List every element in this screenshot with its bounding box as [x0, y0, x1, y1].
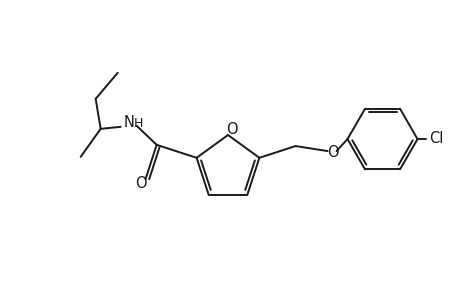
Text: H: H — [134, 117, 143, 130]
Text: Cl: Cl — [428, 130, 443, 146]
Text: N: N — [123, 115, 134, 130]
Text: O: O — [326, 145, 338, 160]
Text: O: O — [226, 122, 237, 137]
Text: O: O — [135, 176, 146, 191]
